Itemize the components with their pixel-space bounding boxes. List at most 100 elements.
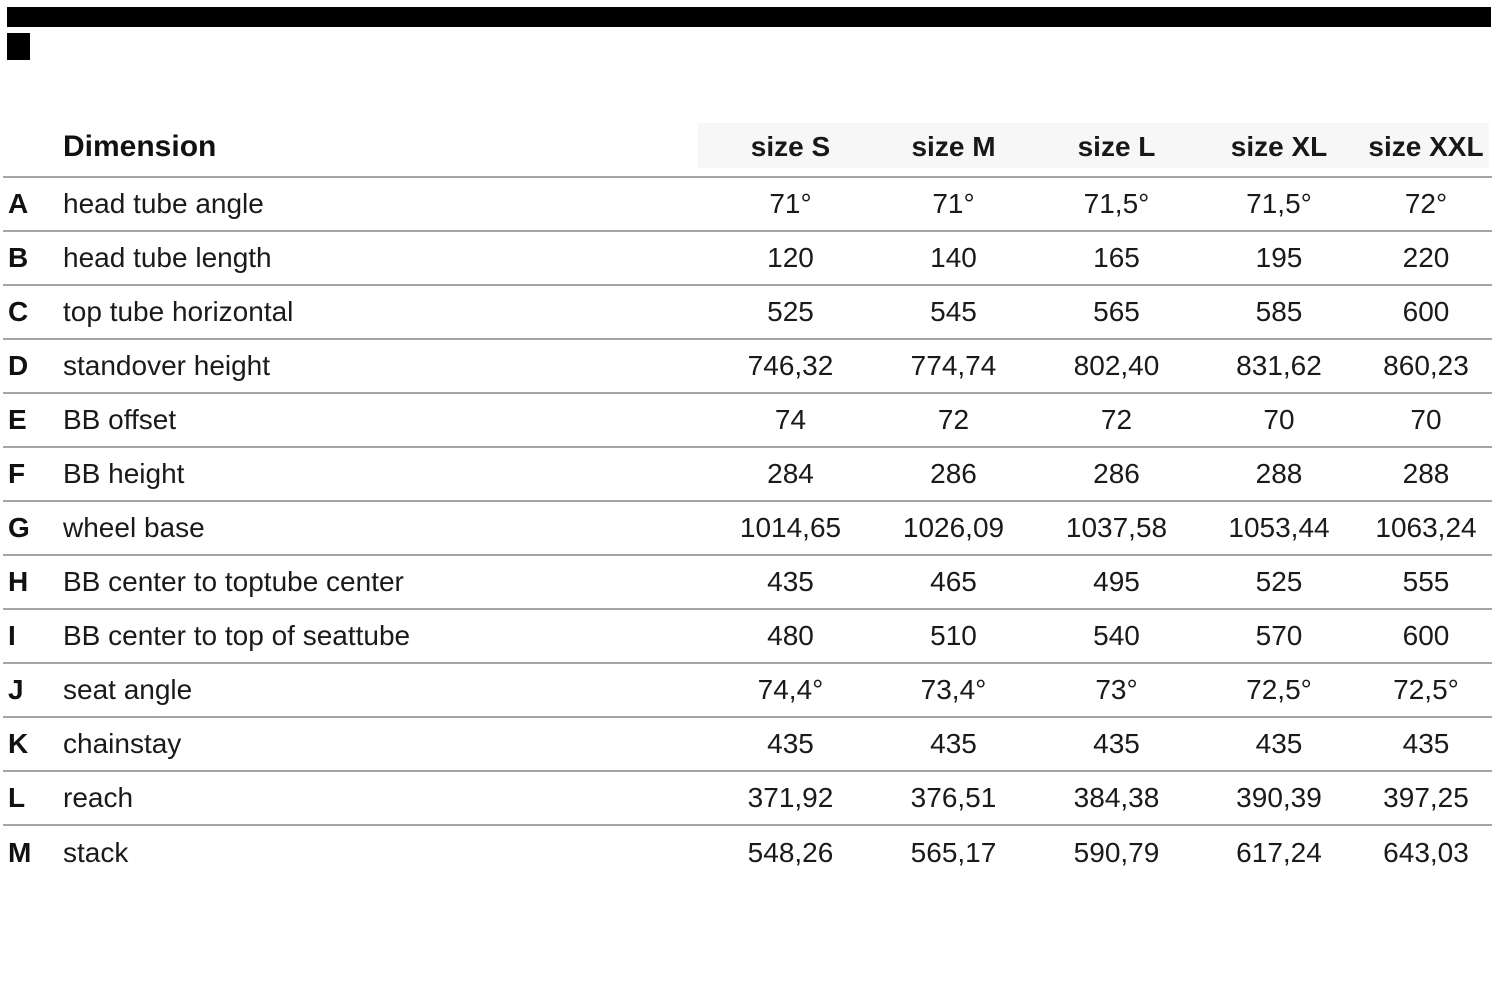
value-cell: 71,5°	[1246, 188, 1312, 219]
row-letter: L	[8, 782, 26, 813]
value-cell: 72	[937, 404, 970, 435]
value-cell: 1037,58	[1065, 512, 1168, 543]
value-cell: 435	[1402, 728, 1450, 759]
value-cell: 480	[767, 620, 814, 651]
value-cell: 286	[1093, 458, 1140, 489]
value-cell: 548,26	[747, 836, 834, 868]
row-letter: J	[8, 674, 24, 705]
value-cell: 70	[1263, 404, 1295, 435]
row-letter: F	[8, 458, 26, 489]
row-label: BB center to toptube center	[63, 566, 404, 597]
value-cell: 860,23	[1383, 350, 1469, 381]
value-cell: 1053,44	[1228, 512, 1330, 543]
dimension-column-header: Dimension	[63, 130, 217, 163]
value-cell: 195	[1255, 242, 1303, 273]
table-row-h: H BB center to toptube center 435 465 495 525…	[3, 555, 1492, 609]
column-header-size-l: size L	[1077, 131, 1156, 162]
row-label: chainstay	[63, 728, 182, 759]
row-letter: M	[8, 836, 32, 868]
value-cell: 73°	[1095, 674, 1138, 705]
value-cell: 371,92	[747, 782, 834, 813]
row-letter: I	[8, 620, 16, 651]
value-cell: 495	[1093, 566, 1140, 597]
row-letter: K	[8, 728, 29, 759]
row-label: wheel base	[63, 512, 205, 543]
table-row-i: I BB center to top of seattube 480 510 540 57…	[3, 609, 1492, 663]
table-row-e: E BB offset 74 72 72 70 70	[3, 393, 1492, 447]
value-cell: 600	[1402, 620, 1450, 651]
row-label: BB center to top of seattube	[63, 620, 411, 651]
value-cell: 140	[930, 242, 977, 273]
value-cell: 435	[1093, 728, 1140, 759]
geometry-table: Dimension size S size M size L size XL size …	[3, 118, 1492, 879]
size-columns-header-band	[698, 123, 1489, 168]
column-header-size-xxl: size XXL	[1368, 131, 1484, 162]
row-letter: A	[8, 188, 29, 219]
value-cell: 435	[767, 566, 814, 597]
row-label: reach	[63, 782, 134, 813]
redacted-header-bar	[7, 7, 1491, 27]
value-cell: 72,5°	[1393, 674, 1459, 705]
row-label: head tube length	[63, 242, 272, 273]
value-cell: 525	[1255, 566, 1303, 597]
value-cell: 390,39	[1236, 782, 1322, 813]
value-cell: 220	[1402, 242, 1450, 273]
value-cell: 73,4°	[920, 674, 987, 705]
value-cell: 384,38	[1073, 782, 1160, 813]
column-header-size-s: size S	[750, 131, 831, 162]
value-cell: 525	[767, 296, 814, 327]
value-cell: 465	[930, 566, 977, 597]
value-cell: 435	[930, 728, 977, 759]
header-letter-spacer	[3, 118, 57, 177]
value-cell: 72	[1100, 404, 1133, 435]
value-cell: 165	[1093, 242, 1140, 273]
row-label: BB offset	[63, 404, 177, 435]
value-cell: 590,79	[1073, 836, 1160, 868]
value-cell: 72°	[1404, 188, 1448, 219]
value-cell: 70	[1410, 404, 1442, 435]
value-cell: 585	[1255, 296, 1303, 327]
redacted-logo-square	[7, 33, 30, 60]
value-cell: 286	[930, 458, 977, 489]
value-cell: 71°	[932, 188, 975, 219]
value-cell: 1014,65	[739, 512, 842, 543]
row-letter: B	[8, 242, 29, 273]
value-cell: 71,5°	[1083, 188, 1150, 219]
value-cell: 600	[1402, 296, 1450, 327]
value-cell: 120	[767, 242, 814, 273]
value-cell: 1026,09	[902, 512, 1005, 543]
row-label: seat angle	[63, 674, 193, 705]
value-cell: 510	[930, 620, 977, 651]
row-label: BB height	[63, 458, 185, 489]
value-cell: 774,74	[910, 350, 997, 381]
value-cell: 376,51	[910, 782, 997, 813]
row-letter: C	[8, 296, 29, 327]
row-letter: D	[8, 350, 29, 381]
value-cell: 1063,24	[1375, 512, 1477, 543]
value-cell: 565	[1093, 296, 1140, 327]
value-cell: 74	[774, 404, 807, 435]
value-cell: 284	[767, 458, 814, 489]
table-row-f: F BB height 284 286 286 288 288	[3, 447, 1492, 501]
row-label: stack	[63, 836, 129, 868]
row-letter: G	[8, 512, 30, 543]
value-cell: 435	[1255, 728, 1303, 759]
value-cell: 746,32	[747, 350, 834, 381]
value-cell: 802,40	[1073, 350, 1160, 381]
value-cell: 555	[1402, 566, 1450, 597]
value-cell: 643,03	[1383, 836, 1469, 868]
row-letter: E	[8, 404, 27, 435]
value-cell: 288	[1402, 458, 1450, 489]
value-cell: 545	[930, 296, 977, 327]
